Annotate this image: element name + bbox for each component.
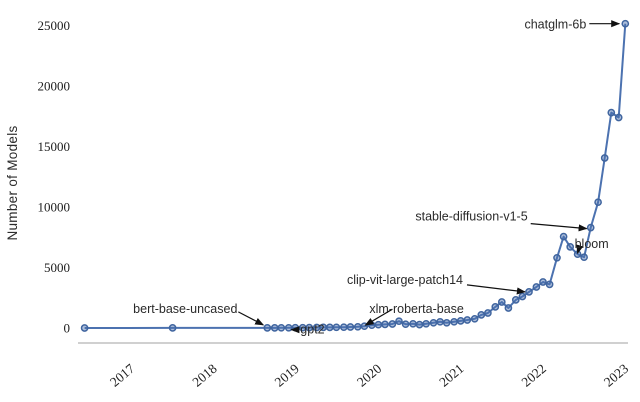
data-point — [566, 243, 575, 251]
annotation-label: bert-base-uncased — [133, 302, 237, 316]
annotation-label: clip-vit-large-patch14 — [347, 273, 463, 287]
trend-line — [84, 23, 627, 329]
annotation-label: stable-diffusion-v1-5 — [415, 210, 527, 224]
annotation-arrow — [364, 308, 393, 326]
data-point — [594, 198, 602, 207]
data-point — [422, 319, 430, 328]
data-point — [381, 320, 389, 329]
data-point — [621, 19, 630, 28]
x-tick-label: 2020 — [354, 361, 385, 390]
data-point — [525, 288, 533, 296]
data-point — [477, 311, 486, 319]
x-tick-label: 2019 — [272, 361, 303, 390]
annotation-label: chatglm-6b — [524, 18, 586, 32]
data-point — [532, 283, 541, 291]
annotation-arrow — [238, 311, 265, 326]
data-point — [442, 318, 451, 327]
data-point — [284, 323, 293, 332]
data-point — [607, 108, 616, 117]
annotation-label: xlm-roberta-base — [369, 302, 464, 316]
annotation-arrow — [466, 284, 526, 295]
y-tick-label: 25000 — [38, 18, 71, 33]
annotation-arrow — [576, 244, 584, 255]
data-point — [332, 323, 341, 332]
annotation-label: gpt2 — [300, 323, 324, 337]
data-point — [470, 314, 479, 323]
annotation-label: bloom — [575, 237, 609, 251]
data-point — [388, 320, 397, 328]
data-point — [450, 317, 458, 326]
y-tick-label: 5000 — [44, 260, 70, 275]
data-point — [497, 298, 506, 306]
data-point — [586, 223, 595, 232]
data-point — [346, 323, 355, 331]
data-point — [80, 324, 89, 332]
data-point — [463, 316, 472, 324]
x-tick-label: 2022 — [519, 361, 549, 390]
data-point — [325, 323, 334, 332]
x-tick-label: 2018 — [189, 361, 220, 390]
data-point — [614, 113, 623, 122]
y-tick-label: 10000 — [38, 200, 71, 215]
data-point — [553, 253, 561, 262]
x-tick-label: 2023 — [601, 361, 632, 390]
data-point — [429, 318, 438, 327]
data-point — [263, 324, 272, 332]
data-point — [600, 154, 609, 162]
data-point — [277, 323, 286, 332]
data-point — [415, 320, 424, 329]
annotation-arrow — [530, 223, 588, 232]
data-point — [545, 280, 554, 289]
y-axis-title: Number of Models — [5, 125, 20, 240]
data-point — [511, 296, 520, 304]
x-tick-label: 2021 — [436, 361, 466, 390]
data-point — [401, 320, 410, 329]
data-point — [491, 303, 500, 311]
data-point — [504, 304, 513, 312]
data-point — [339, 323, 348, 332]
data-point — [409, 319, 417, 328]
data-point — [395, 317, 403, 326]
y-tick-label: 20000 — [38, 79, 71, 94]
data-point — [168, 324, 177, 332]
data-point — [436, 317, 444, 326]
x-tick-label: 2017 — [107, 361, 138, 390]
y-tick-label: 0 — [64, 321, 71, 336]
data-point — [374, 320, 383, 329]
data-point — [559, 232, 568, 241]
data-point — [484, 309, 492, 317]
data-point — [353, 322, 362, 331]
data-point — [456, 317, 465, 325]
data-point — [539, 278, 547, 286]
data-point — [580, 253, 588, 262]
data-point — [270, 324, 279, 332]
data-point — [305, 323, 314, 332]
data-point — [518, 292, 527, 301]
y-tick-label: 15000 — [38, 139, 71, 154]
